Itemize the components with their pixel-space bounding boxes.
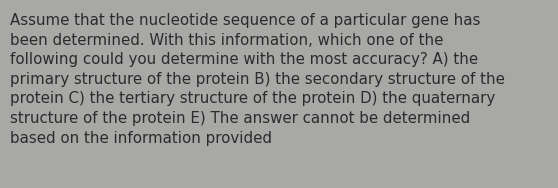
- Text: Assume that the nucleotide sequence of a particular gene has
been determined. Wi: Assume that the nucleotide sequence of a…: [10, 13, 505, 146]
